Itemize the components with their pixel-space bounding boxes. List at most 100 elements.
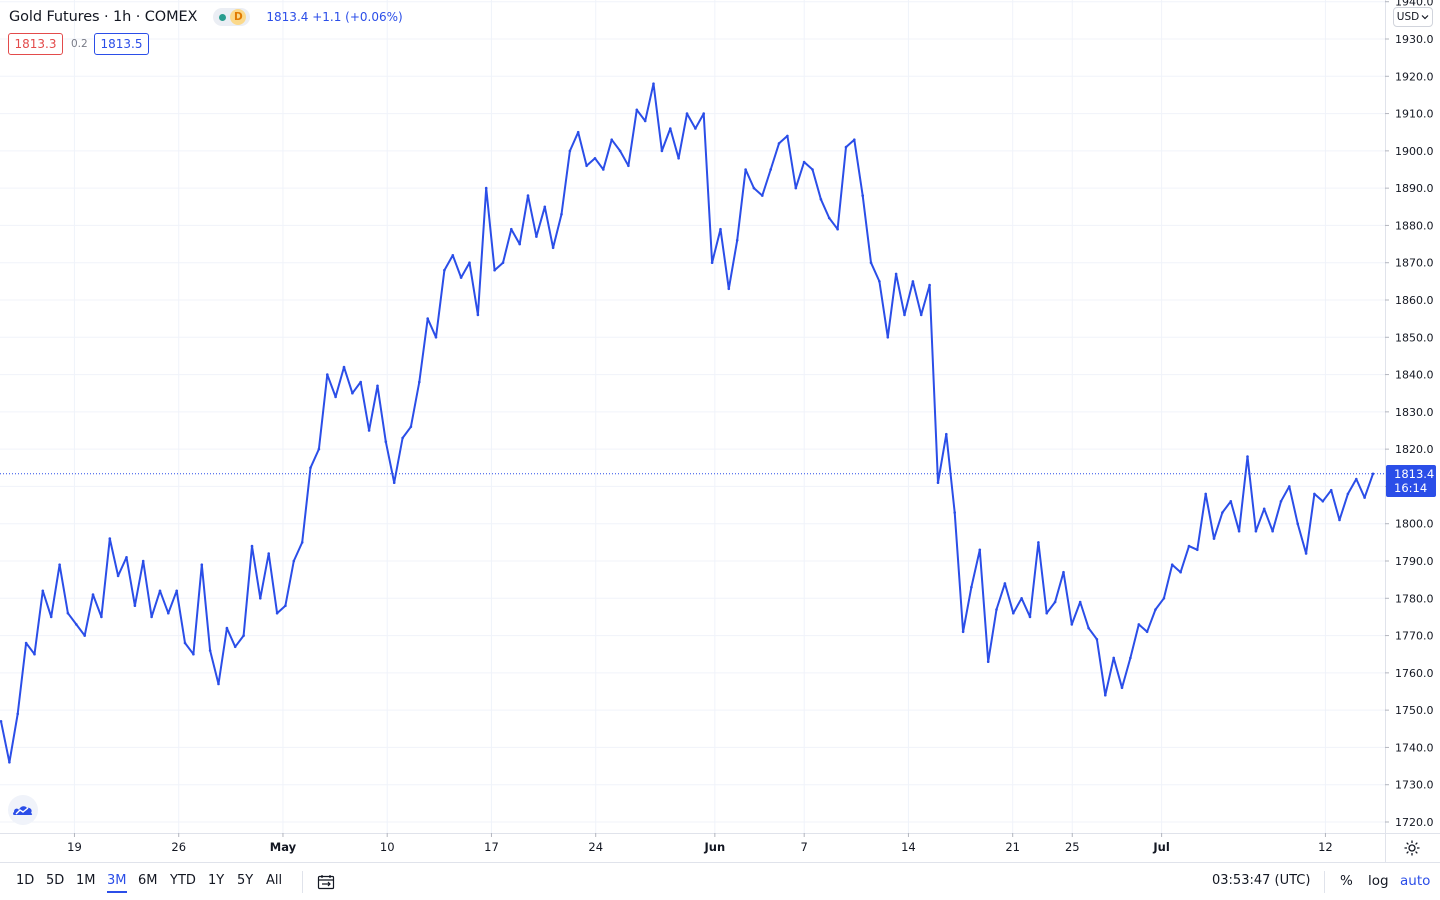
price-point (434, 336, 438, 339)
price-point (961, 630, 965, 634)
symbol-title[interactable]: Gold Futures · 1h · COMEX (9, 9, 198, 25)
price-point (217, 682, 220, 686)
price-point (526, 194, 530, 197)
x-tick-label: 19 (67, 840, 82, 854)
price-point (1187, 544, 1191, 548)
price-point (351, 391, 354, 395)
price-point (660, 149, 664, 153)
y-tick-label: 1790.0 (1395, 555, 1434, 568)
bar-countdown: 16:14 (1394, 481, 1428, 495)
price-point (777, 142, 781, 145)
price-point (1129, 656, 1132, 660)
price-point (75, 623, 78, 626)
market-status[interactable]: D (213, 8, 251, 26)
y-tick-label: 1730.0 (1395, 779, 1434, 792)
market-open-dot-icon (219, 13, 227, 21)
price-point (652, 82, 655, 85)
price-point (853, 138, 856, 141)
price-point (1329, 488, 1333, 492)
price-point (183, 641, 187, 645)
price-point (1070, 623, 1074, 626)
auto-scale-toggle[interactable]: auto (1400, 873, 1431, 889)
price-point (1279, 500, 1283, 503)
y-tick-label: 1830.0 (1395, 406, 1434, 419)
chart-legend[interactable]: Gold Futures · 1h · COMEX D 1813.4 +1.1 … (9, 6, 403, 28)
price-point (543, 205, 547, 209)
bottom-toolbar: 1D 5D 1M 3M 6M YTD 1Y 5Y All 03:53:47 (U… (0, 862, 1440, 900)
x-tick-label: 17 (484, 840, 499, 854)
y-tick-label: 1940.0 (1395, 0, 1434, 9)
price-point (225, 626, 229, 630)
range-1y[interactable]: 1Y (208, 873, 225, 888)
price-point (986, 660, 990, 663)
price-point (167, 611, 170, 615)
price-point (292, 559, 296, 563)
price-point (827, 216, 831, 220)
price-point (719, 227, 722, 231)
price-point (1012, 611, 1015, 615)
price-point (426, 317, 430, 320)
price-point (794, 186, 798, 190)
price-point (1028, 615, 1032, 619)
price-point (593, 157, 597, 160)
price-point (1313, 492, 1316, 496)
sell-price-button[interactable]: 1813.3 (8, 33, 63, 55)
x-tick-label: 7 (801, 840, 808, 854)
price-point (710, 261, 714, 265)
price-point (576, 130, 580, 134)
range-ytd[interactable]: YTD (170, 873, 196, 888)
price-point (602, 168, 605, 171)
price-point (334, 395, 337, 399)
price-point (476, 313, 480, 317)
price-point (1304, 552, 1308, 555)
x-tick-label: Jul (1152, 840, 1169, 854)
range-all[interactable]: All (266, 873, 283, 888)
price-point (1020, 597, 1023, 600)
range-5d[interactable]: 5D (46, 873, 65, 888)
range-3m[interactable]: 3M (107, 873, 127, 893)
toolbar-divider (302, 871, 303, 893)
chevron-down-icon (1421, 15, 1429, 20)
calendar-range-icon[interactable] (315, 872, 337, 892)
price-point (1162, 597, 1166, 600)
price-axis[interactable]: 1720.0 1730.0 1740.0 1750.0 1760.0 1770.0 1780… (1385, 0, 1434, 829)
price-point (409, 425, 413, 429)
time-axis[interactable]: 19 26 May 10 17 24 Jun 7 14 21 25 Jul 12 (67, 833, 1333, 854)
price-point (518, 242, 521, 246)
price-point (618, 149, 622, 153)
range-1d[interactable]: 1D (16, 873, 35, 888)
price-point (1062, 570, 1065, 574)
range-6m[interactable]: 6M (138, 873, 158, 888)
price-point (702, 112, 705, 115)
price-point (8, 761, 11, 764)
price-point (1212, 537, 1216, 540)
price-point (869, 261, 873, 265)
price-point (744, 168, 747, 171)
price-point (326, 373, 329, 376)
range-5y[interactable]: 5Y (237, 873, 254, 888)
price-series (0, 82, 1385, 764)
price-point (643, 119, 647, 123)
percent-scale-toggle[interactable]: % (1340, 873, 1353, 889)
buy-price-button[interactable]: 1813.5 (94, 33, 149, 55)
price-point (317, 447, 321, 451)
log-scale-toggle[interactable]: log (1368, 873, 1389, 889)
y-tick-label: 1880.0 (1395, 219, 1434, 232)
price-point (16, 712, 20, 716)
y-tick-label: 1800.0 (1395, 518, 1434, 531)
range-1m[interactable]: 1M (76, 873, 96, 888)
gear-icon[interactable] (1400, 836, 1424, 860)
price-point (886, 336, 890, 339)
x-tick-label: May (270, 840, 297, 854)
price-point (844, 145, 848, 149)
utc-clock[interactable]: 03:53:47 (UTC) (1212, 873, 1311, 888)
tradingview-cloud-icon[interactable] (8, 795, 38, 825)
x-tick-label: 10 (380, 840, 395, 854)
price-point (267, 552, 271, 555)
price-point (1087, 626, 1090, 630)
price-line (0, 82, 1374, 764)
currency-selector[interactable]: USD (1393, 7, 1433, 27)
price-point (1003, 582, 1007, 585)
price-point (376, 384, 379, 388)
